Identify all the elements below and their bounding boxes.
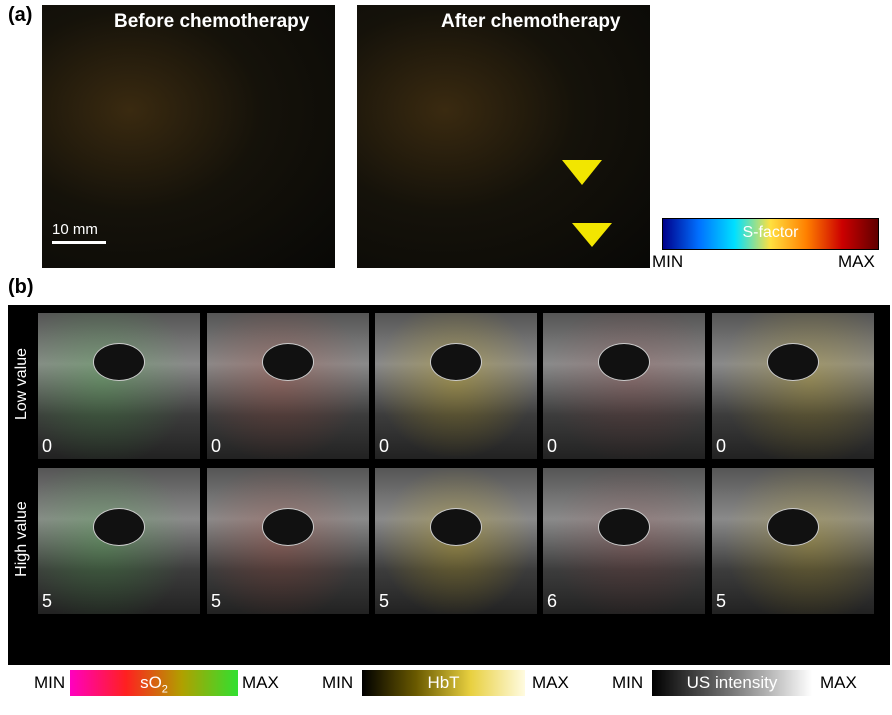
pa-image: Before chemotherapy 10 mm [42,5,335,268]
column-caption: Hemoglobin score [410,621,502,661]
colorbar-title: sO2 [70,673,238,695]
colorbar: S-factor [662,218,879,250]
score: 6 [547,591,558,611]
us-image: 5 [38,468,200,614]
colorbar: US intensity [652,670,812,696]
score: 0 [211,436,222,456]
colorbar-min: MIN [34,673,66,692]
lesion [262,343,314,381]
overlay [207,313,369,459]
overlay [712,313,874,459]
score: 0 [716,436,727,456]
us-image: 0 [543,313,705,459]
colorbar-title: sO [140,673,162,692]
panel-b-grid: Low value 0 0 0 0 0 High value 5 5 5 6 5 [8,305,890,665]
us-image: 5 [712,468,874,614]
score: 0 [379,436,390,456]
colorbar-max: MAX [242,673,279,692]
scale-label: 10 mm [52,221,98,238]
colorbar: HbT [362,670,525,696]
colorbar-title: US intensity [686,673,778,692]
lesion [262,508,314,546]
us-image: 6 [543,468,705,614]
column-caption: Vessel score [70,621,168,640]
lesion [598,343,650,381]
scale-bar [52,241,106,244]
subscript: 2 [161,683,168,696]
overlay [543,313,705,459]
lesion [767,343,819,381]
score: 5 [716,591,727,611]
score: 5 [42,591,53,611]
score: 5 [211,591,222,611]
score: 0 [547,436,558,456]
overlay [38,313,200,459]
colorbar-min: MIN [612,673,644,692]
us-image: 0 [207,313,369,459]
us-image: 5 [375,468,537,614]
row-label: Low value [13,347,30,421]
column-caption: Blush score [243,621,333,640]
colorbar-max: MAX [820,673,857,692]
colorbar: sO2 [70,670,238,696]
colorbar-min: MIN [322,673,354,692]
us-image: 0 [712,313,874,459]
colorbar-max: MAX [838,252,875,271]
column-caption: Boundary zone score [582,621,666,661]
us-image: 0 [38,313,200,459]
lesion [598,508,650,546]
row-label: High value [13,501,30,577]
score: 5 [379,591,390,611]
colorbar-min: MIN [652,252,684,271]
lesion [430,343,482,381]
colorbar-max: MAX [532,673,569,692]
overlay [375,313,537,459]
us-image: 0 [375,313,537,459]
lesion [767,508,819,546]
image-title: Before chemotherapy [114,11,310,32]
pa-image: After chemotherapy [357,5,650,268]
lesion [430,508,482,546]
image-title: After chemotherapy [441,11,621,32]
panel-label: (a) [8,4,33,26]
panel-label: (b) [8,276,34,298]
colorbar-title: S-factor [742,224,799,241]
column-caption: Peripheral zone score [751,621,835,661]
score: 0 [42,436,53,456]
arrowheads [562,160,612,247]
lesion [93,508,145,546]
colorbar-title: HbT [427,673,460,692]
lesion [93,343,145,381]
us-image: 5 [207,468,369,614]
